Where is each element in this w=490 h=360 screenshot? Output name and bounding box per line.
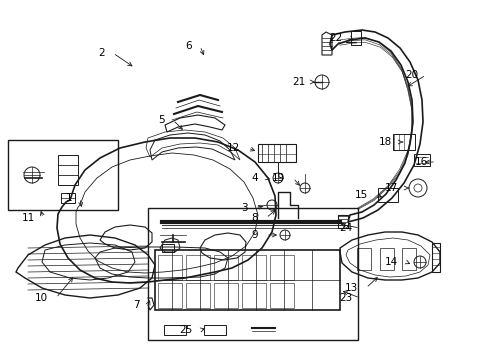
Text: 3: 3 bbox=[242, 203, 248, 213]
Text: 21: 21 bbox=[292, 77, 305, 87]
Text: 24: 24 bbox=[339, 223, 352, 233]
Text: 9: 9 bbox=[251, 230, 258, 240]
Text: 2: 2 bbox=[98, 48, 105, 58]
Text: 1: 1 bbox=[65, 193, 72, 203]
Text: 4: 4 bbox=[251, 173, 258, 183]
Text: 22: 22 bbox=[329, 33, 342, 43]
Text: 16: 16 bbox=[415, 157, 428, 167]
Text: 13: 13 bbox=[345, 283, 358, 293]
Text: 12: 12 bbox=[227, 143, 240, 153]
Text: 17: 17 bbox=[385, 183, 398, 193]
Text: 19: 19 bbox=[272, 173, 285, 183]
Text: 7: 7 bbox=[133, 300, 140, 310]
Text: 18: 18 bbox=[379, 137, 392, 147]
Text: 5: 5 bbox=[158, 115, 165, 125]
Text: 6: 6 bbox=[185, 41, 192, 51]
Text: 23: 23 bbox=[339, 293, 352, 303]
Text: 25: 25 bbox=[179, 325, 192, 335]
Text: 10: 10 bbox=[35, 293, 48, 303]
Text: 14: 14 bbox=[385, 257, 398, 267]
Text: 15: 15 bbox=[355, 190, 368, 200]
Text: 11: 11 bbox=[22, 213, 35, 223]
Text: 20: 20 bbox=[405, 70, 418, 80]
Text: 8: 8 bbox=[251, 213, 258, 223]
